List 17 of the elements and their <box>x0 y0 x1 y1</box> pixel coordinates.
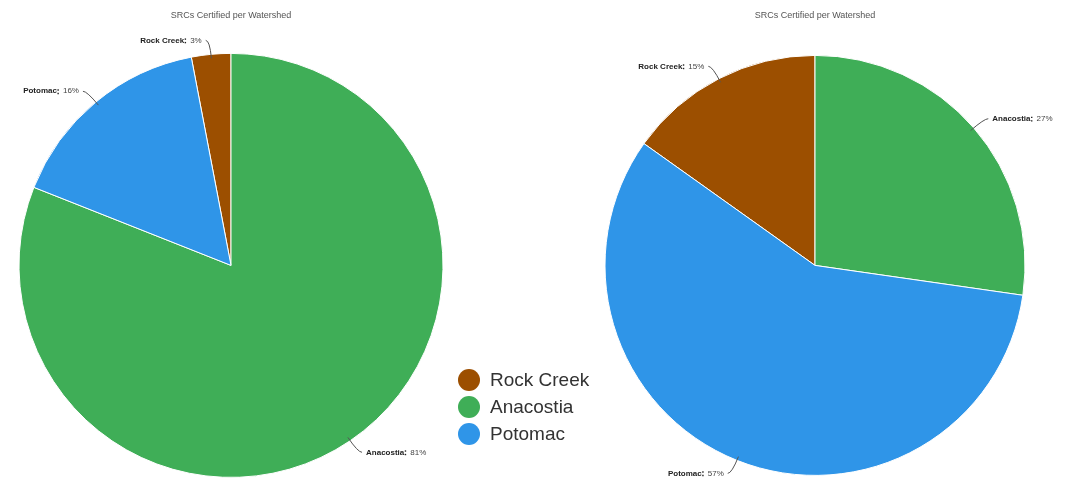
legend-label: Rock Creek <box>490 368 590 391</box>
legend-label: Anacostia <box>490 395 574 418</box>
legend-label: Potomac <box>490 422 565 445</box>
chart-title: SRCs Certified per Watershed <box>754 9 876 20</box>
slice-label: Anacostia <box>366 447 405 457</box>
data-label: 27% <box>1036 113 1053 123</box>
slice-label: Potomac <box>667 468 703 478</box>
slice-label: Rock Creek <box>638 61 683 71</box>
slice-label: Anacostia <box>992 113 1032 123</box>
data-label: 57% <box>707 468 724 478</box>
data-label: 16% <box>62 86 79 96</box>
slice-label: Potomac <box>23 86 58 96</box>
slice-label: Rock Creek <box>140 35 185 45</box>
data-label: 15% <box>688 61 705 71</box>
data-label: 3% <box>190 35 202 45</box>
data-label: 81% <box>410 447 427 457</box>
chart-title: SRCs Certified per Watershed <box>170 9 292 20</box>
